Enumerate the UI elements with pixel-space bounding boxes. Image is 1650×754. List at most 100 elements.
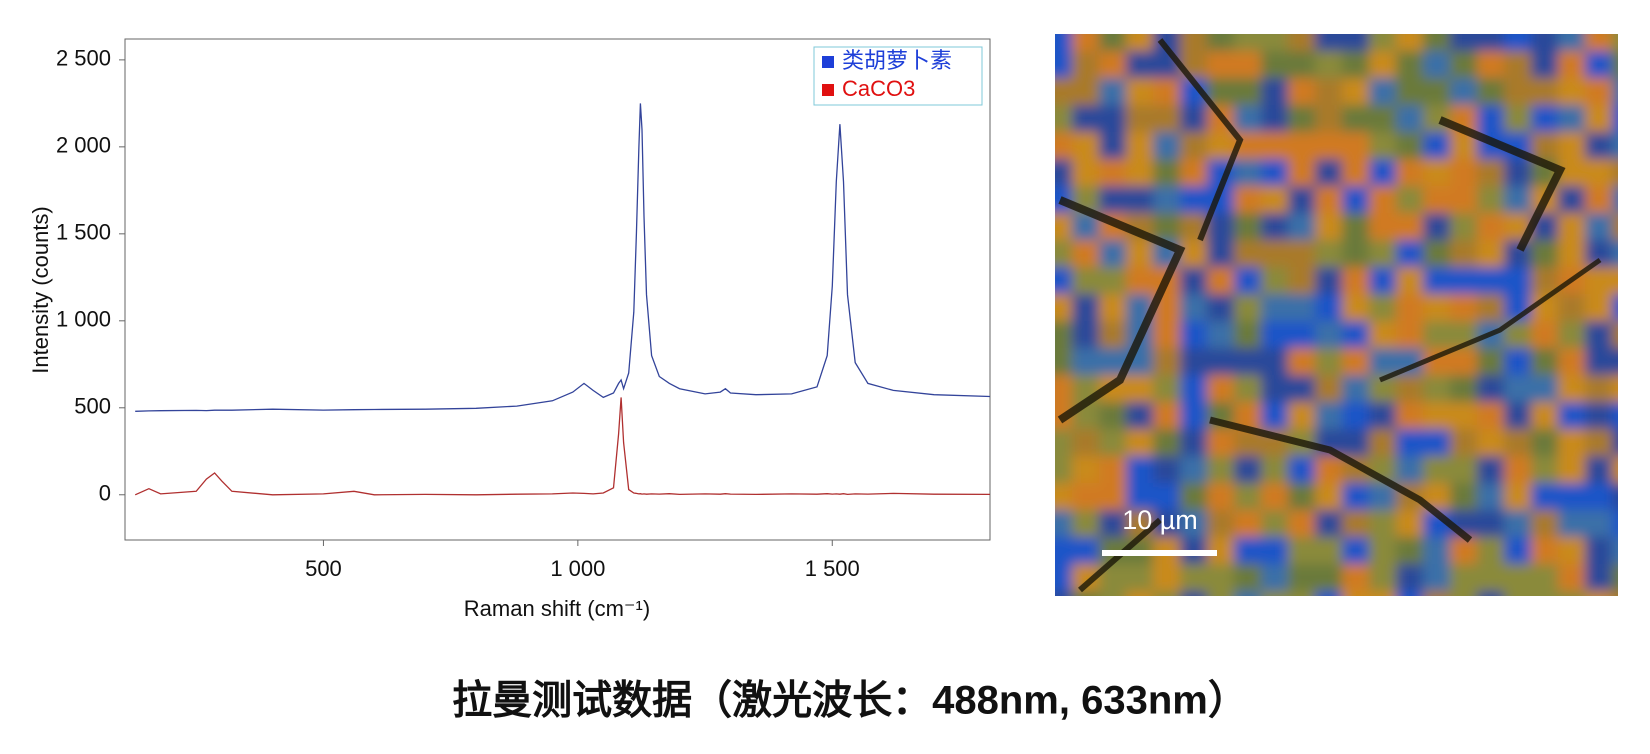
map-cell <box>1234 375 1264 405</box>
map-cell <box>1072 348 1102 378</box>
map-cell <box>1369 51 1399 81</box>
map-cell <box>1261 537 1291 567</box>
map-cell <box>1423 537 1453 567</box>
map-cell <box>1234 294 1264 324</box>
map-cell <box>1504 375 1534 405</box>
map-cell <box>1369 321 1399 351</box>
map-cell <box>1450 159 1480 189</box>
map-cell <box>1585 78 1615 108</box>
map-cell <box>1504 105 1534 135</box>
map-cell <box>1315 105 1345 135</box>
map-cell <box>1396 375 1426 405</box>
map-cell <box>1612 429 1618 459</box>
map-cell <box>1612 375 1618 405</box>
map-cell <box>1369 78 1399 108</box>
map-cell <box>1423 213 1453 243</box>
map-cell <box>1504 51 1534 81</box>
map-cell <box>1126 483 1156 513</box>
map-cell <box>1315 456 1345 486</box>
map-cell <box>1315 375 1345 405</box>
map-cell <box>1099 240 1129 270</box>
map-cell <box>1369 159 1399 189</box>
raman-map <box>1055 34 1618 596</box>
map-cell <box>1126 105 1156 135</box>
map-cell <box>1558 213 1588 243</box>
map-cell <box>1234 321 1264 351</box>
map-cell <box>1612 240 1618 270</box>
map-cell <box>1315 483 1345 513</box>
map-cell <box>1396 294 1426 324</box>
map-cell <box>1234 456 1264 486</box>
map-cell <box>1126 564 1156 594</box>
map-cell <box>1558 159 1588 189</box>
map-cell <box>1261 510 1291 540</box>
map-cell <box>1234 78 1264 108</box>
map-cell <box>1612 537 1618 567</box>
map-cell <box>1612 348 1618 378</box>
map-cell <box>1531 321 1561 351</box>
map-cell <box>1477 510 1507 540</box>
map-cell <box>1450 34 1480 54</box>
map-cell <box>1072 564 1102 594</box>
map-cell <box>1153 105 1183 135</box>
map-cell <box>1585 402 1615 432</box>
map-cell <box>1180 564 1210 594</box>
map-cell <box>1342 564 1372 594</box>
map-cell <box>1288 591 1318 596</box>
map-cell <box>1531 537 1561 567</box>
map-cell <box>1423 267 1453 297</box>
map-cell <box>1099 456 1129 486</box>
map-cell <box>1369 564 1399 594</box>
legend-box <box>813 46 983 106</box>
map-cell <box>1288 186 1318 216</box>
map-cell <box>1558 132 1588 162</box>
map-cell <box>1477 34 1507 54</box>
map-cell <box>1288 375 1318 405</box>
map-cell <box>1315 78 1345 108</box>
map-cell <box>1180 429 1210 459</box>
map-cell <box>1261 591 1291 596</box>
x-tick-label: 1 000 <box>550 556 605 581</box>
map-cell <box>1477 186 1507 216</box>
map-cell <box>1261 213 1291 243</box>
map-cell <box>1099 34 1129 54</box>
map-cell <box>1342 51 1372 81</box>
map-cell <box>1207 456 1237 486</box>
map-cell <box>1342 105 1372 135</box>
map-cell <box>1504 456 1534 486</box>
map-cell <box>1315 591 1345 596</box>
map-cell <box>1450 375 1480 405</box>
map-cell <box>1558 78 1588 108</box>
map-cell <box>1423 159 1453 189</box>
map-cell <box>1396 78 1426 108</box>
map-cell <box>1531 429 1561 459</box>
map-cell <box>1126 375 1156 405</box>
map-cell <box>1558 34 1588 54</box>
map-cell <box>1612 51 1618 81</box>
map-cell <box>1531 105 1561 135</box>
map-cell <box>1369 510 1399 540</box>
map-cell <box>1207 348 1237 378</box>
map-cell <box>1055 240 1075 270</box>
map-cell <box>1180 132 1210 162</box>
map-cell <box>1612 294 1618 324</box>
map-cell <box>1180 186 1210 216</box>
map-cell <box>1585 51 1615 81</box>
map-cell <box>1531 34 1561 54</box>
map-cell <box>1261 186 1291 216</box>
series-line <box>134 397 991 496</box>
map-cell <box>1612 34 1618 54</box>
map-cell <box>1126 591 1156 596</box>
map-cell <box>1423 34 1453 54</box>
map-cell <box>1261 348 1291 378</box>
map-cell <box>1477 591 1507 596</box>
map-cell <box>1288 34 1318 54</box>
map-cell <box>1072 240 1102 270</box>
map-cell <box>1423 429 1453 459</box>
map-cell <box>1055 51 1075 81</box>
map-cell <box>1558 591 1588 596</box>
map-cell <box>1558 321 1588 351</box>
map-cell <box>1180 375 1210 405</box>
map-cell <box>1450 429 1480 459</box>
